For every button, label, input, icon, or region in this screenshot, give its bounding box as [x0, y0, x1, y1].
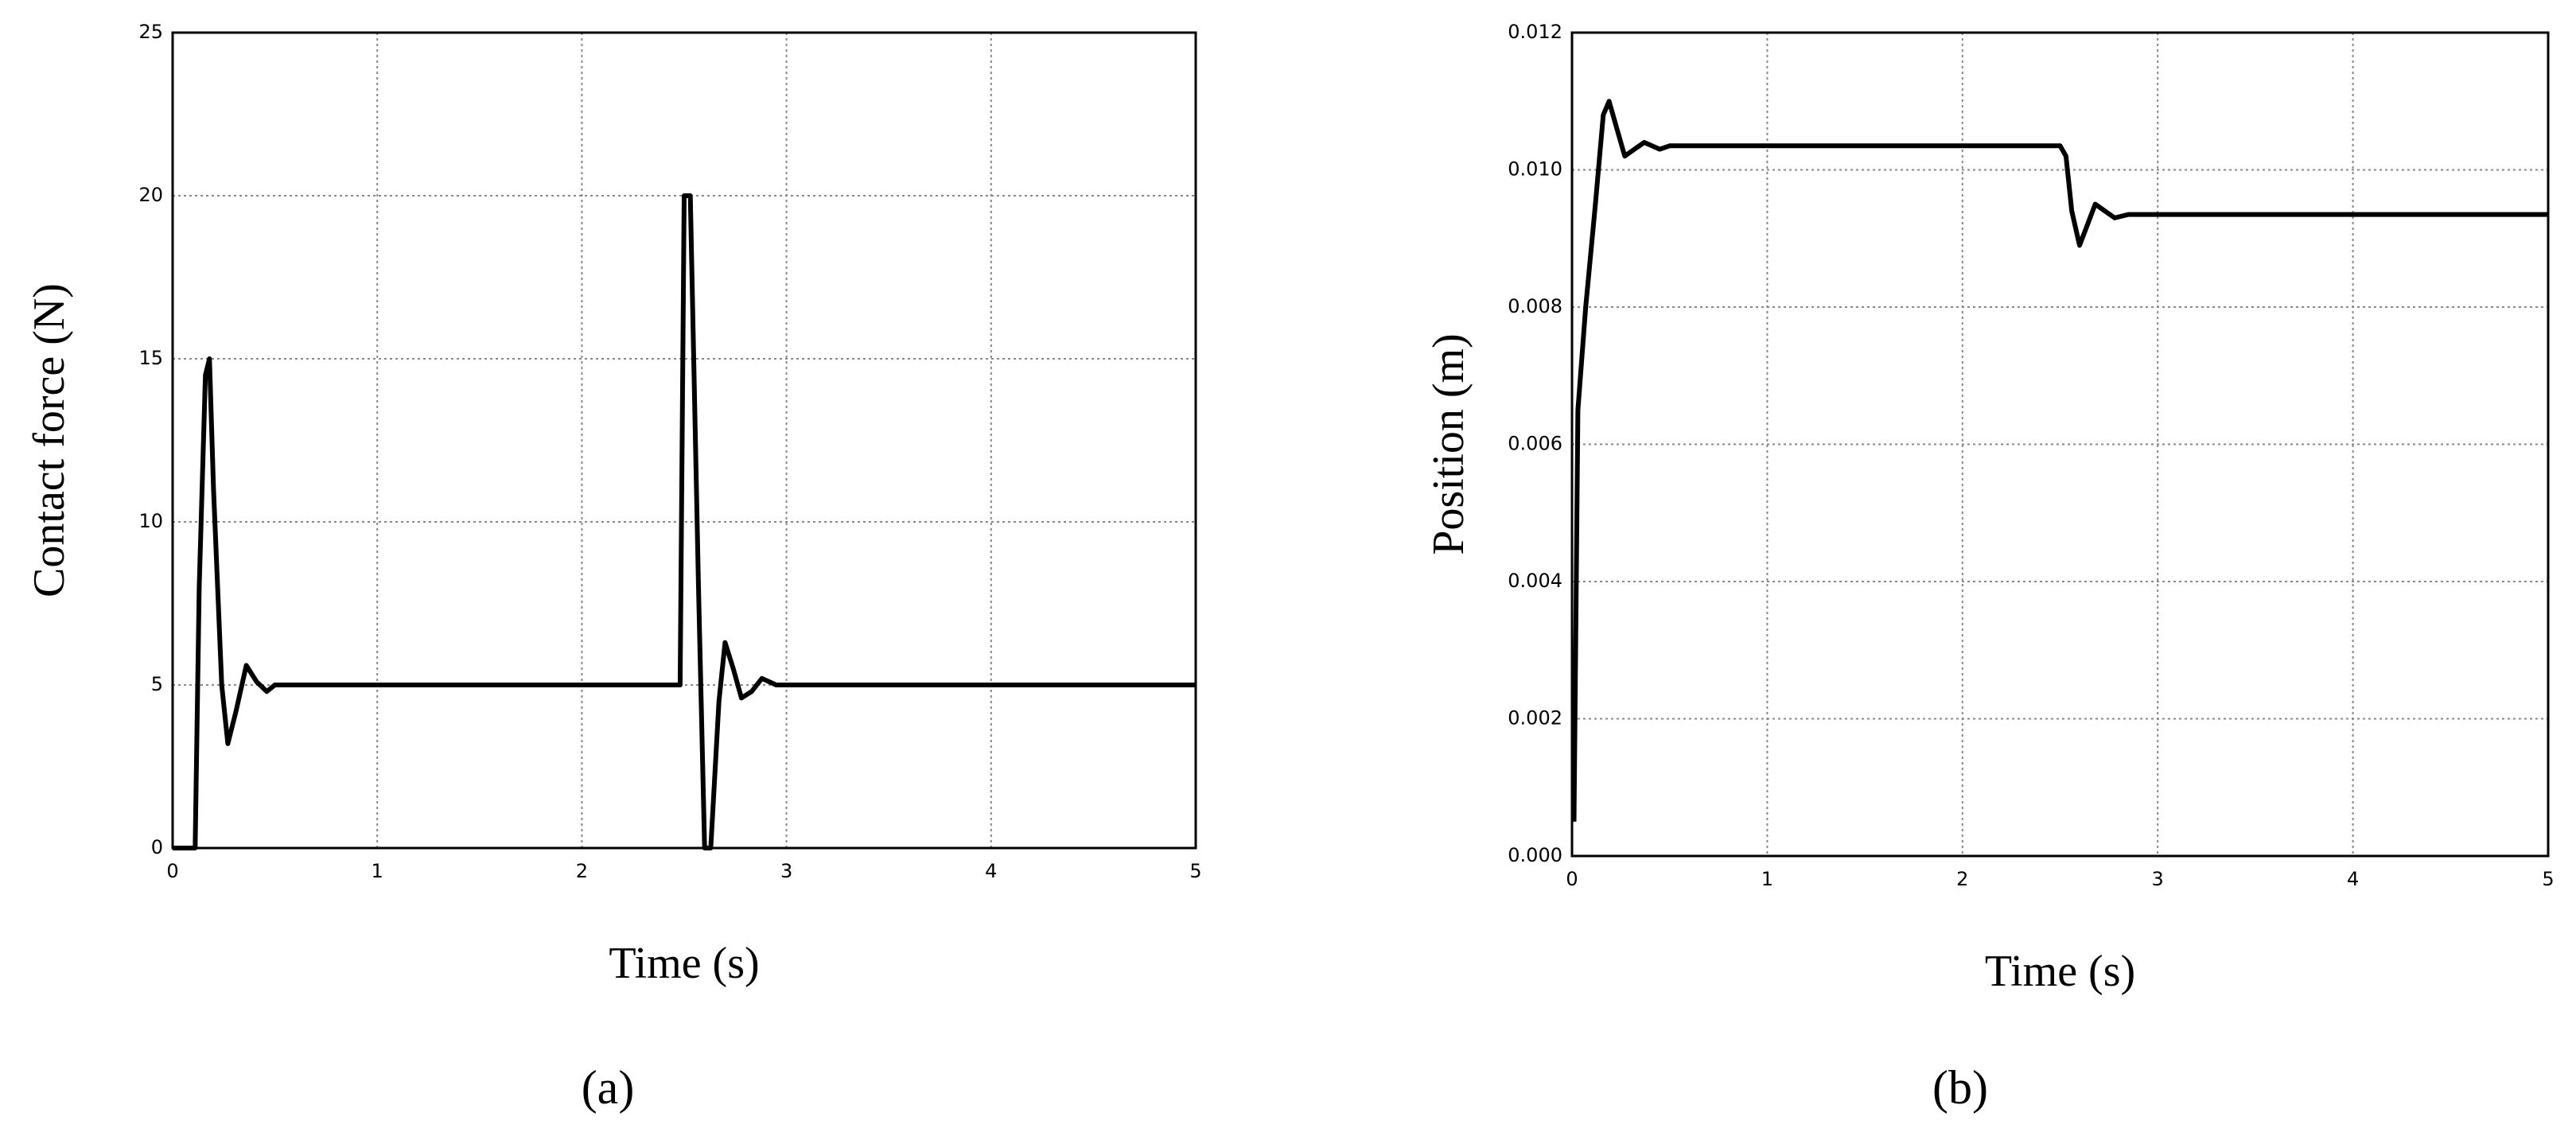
x-tick-label: 3 [780, 860, 792, 882]
y-tick-label: 15 [138, 347, 163, 369]
x-tick-label: 0 [166, 860, 178, 882]
y-axis-label: Contact force (N) [25, 283, 74, 597]
y-tick-label: 20 [138, 184, 163, 206]
x-tick-label: 4 [2347, 868, 2359, 890]
caption: (b) [1932, 1061, 1988, 1114]
plot-frame [171, 31, 1197, 850]
y-tick-label: 0.002 [1508, 707, 1562, 730]
y-tick-label: 0.004 [1508, 570, 1562, 592]
y-tick-label: 5 [151, 673, 163, 695]
x-tick-label: 2 [576, 860, 588, 882]
x-axis-label: Time (s) [609, 939, 759, 988]
y-tick-label: 0.006 [1508, 433, 1562, 455]
x-tick-label: 0 [1566, 868, 1578, 890]
x-tick-label: 1 [372, 860, 383, 882]
data-line [173, 193, 1196, 850]
y-tick-label: 0 [151, 836, 163, 858]
caption: (a) [582, 1061, 635, 1114]
y-tick-label: 0.008 [1508, 295, 1562, 317]
x-tick-label: 2 [1956, 868, 1968, 890]
y-tick-label: 0.010 [1508, 158, 1562, 181]
y-axis-label: Position (m) [1424, 333, 1473, 554]
x-tick-label: 3 [2152, 868, 2164, 890]
y-tick-label: 25 [138, 21, 163, 43]
data-line [1571, 99, 2548, 822]
x-tick-label: 5 [2542, 868, 2554, 890]
x-tick-label: 4 [985, 860, 997, 882]
x-axis-label: Time (s) [1985, 947, 2135, 996]
y-tick-label: 0.012 [1508, 21, 1562, 43]
x-tick-label: 5 [1189, 860, 1201, 882]
x-tick-label: 1 [1761, 868, 1773, 890]
y-tick-label: 10 [138, 510, 163, 532]
plot-frame [1570, 31, 2550, 858]
y-tick-label: 0.000 [1508, 844, 1562, 866]
